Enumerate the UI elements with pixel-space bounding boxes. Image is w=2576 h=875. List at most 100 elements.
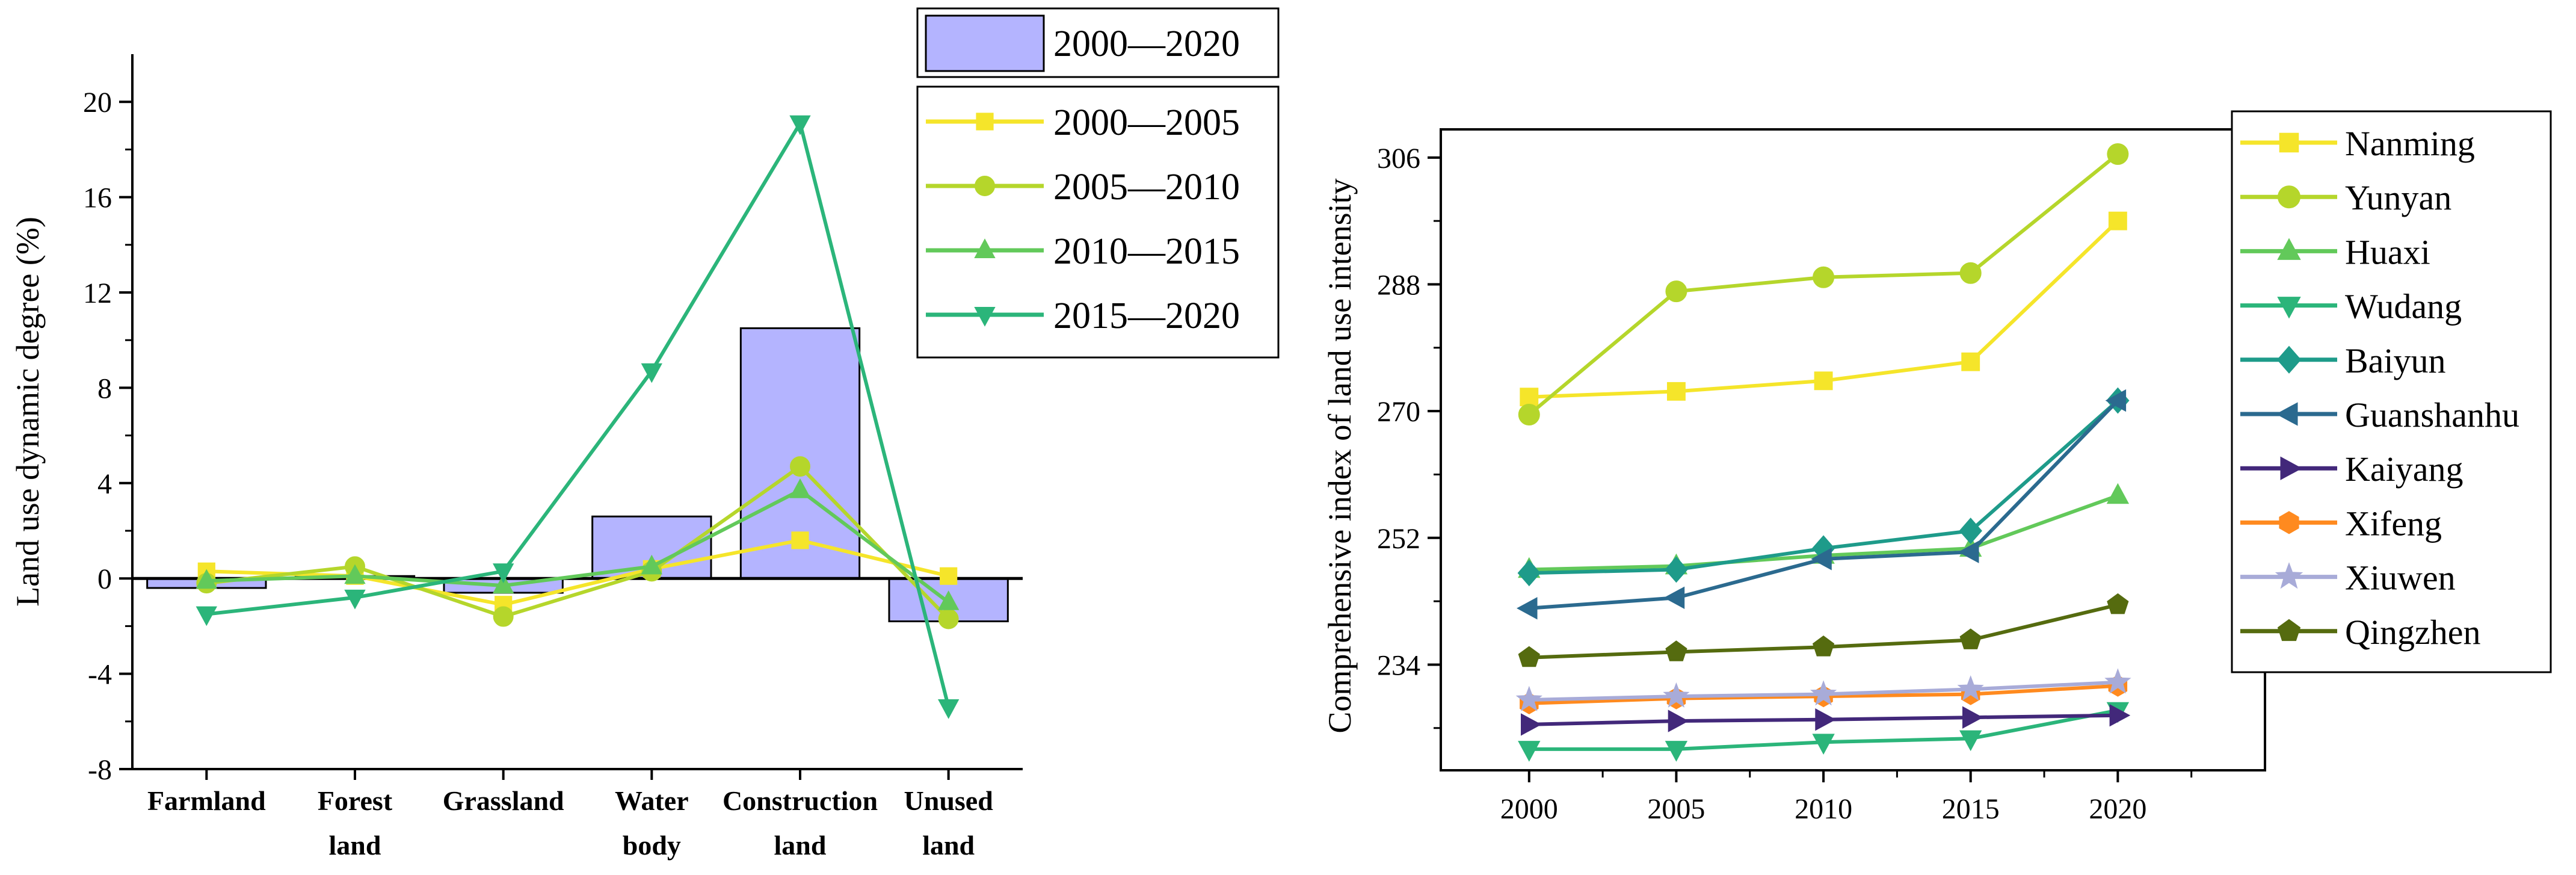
point-2000-2005-unused-land [940,567,958,585]
point-guanshanhu-2005 [1663,586,1685,609]
legend-label-2010-2015: 2010—2015 [1053,231,1240,272]
legend-label-2000-2005: 2000—2005 [1053,102,1240,143]
point-xiuwen-2010 [1810,680,1837,706]
point-xiuwen-2020 [2104,668,2131,694]
point-2015-2020-forest-land [344,589,366,610]
point-2010-2015-construction-land [789,478,811,498]
x-tick-label: Water [615,785,689,816]
legend-marker-2005-2010 [975,176,995,196]
legend-label-xifeng: Xifeng [2345,504,2442,543]
y-tick-label: 234 [1377,649,1420,681]
point-wudang-2010 [1812,734,1835,755]
x-tick-label: 2005 [1647,793,1705,825]
point-guanshanhu-2010 [1811,548,1832,570]
point-kaiyang-2010 [1815,708,1836,731]
plot-frame [1440,128,2266,771]
y-tick-label: 288 [1377,269,1420,301]
x-tick-label: 2020 [2089,793,2146,825]
x-tick-label: 2010 [1795,793,1852,825]
legend-marker-2000-2005 [976,113,994,131]
point-yunyan-2010 [1813,266,1835,288]
legend-marker-huaxi [2277,238,2301,260]
y-tick-label: 20 [83,87,112,119]
point-yunyan-2000 [1518,403,1540,425]
point-2015-2020-water-body [641,363,662,383]
series-line-guanshanhu [1529,399,2119,610]
x-tick-label: Forest [318,785,393,816]
legend-marker-2010-2015 [974,238,996,258]
point-guanshanhu-2020 [2105,389,2127,412]
series-line-2010-2015 [206,488,950,604]
point-2010-2015-grassland [493,574,514,594]
point-wudang-2005 [1665,741,1688,762]
legend-marker-baiyun [2276,345,2302,374]
x-tick-label: Construction [723,785,878,816]
point-wudang-2000 [1518,741,1541,762]
point-2005-2010-construction-land [790,456,810,477]
point-qingzhen-2015 [1959,628,1982,649]
point-2010-2015-forest-land [344,564,366,584]
x-tick-label: land [329,830,381,861]
series-line-nanming [1529,219,2119,399]
point-kaiyang-2000 [1521,713,1542,736]
point-2015-2020-grassland [493,563,514,584]
legend-marker-kaiyang [2280,456,2302,480]
y-axis-label: Comprehensive index of land use intensit… [1322,178,1358,733]
x-tick-label: 2000 [1500,793,1558,825]
legend-label-xiuwen: Xiuwen [2345,558,2456,598]
x-tick-label: 2015 [1942,793,2000,825]
legend-bar-label: 2000—2020 [1053,23,1240,64]
left-chart-dynamic-degree: 20 16 12 8 4 0 -4 -8 Farmland Forest land Grassland… [10,7,1280,861]
point-qingzhen-2010 [1812,635,1835,657]
y-tick-label: -8 [88,754,112,786]
legend-label-nanming: Nanming [2345,124,2475,163]
legend-marker-qingzhen [2277,619,2301,642]
legend-label-kaiyang: Kaiyang [2345,450,2464,489]
y-axis-label: Land use dynamic degree (%) [10,217,46,607]
point-guanshanhu-2000 [1516,597,1538,620]
legend-label-wudang: Wudang [2345,287,2462,326]
series-line-2015-2020 [206,119,951,708]
point-kaiyang-2015 [1962,706,1983,729]
legend-label-guanshanhu: Guanshanhu [2345,395,2519,434]
y-tick-label: 16 [83,182,112,214]
x-tick-label: land [922,830,975,861]
point-2015-2020-construction-land [789,115,811,135]
point-kaiyang-2005 [1668,710,1689,732]
y-tick-label: 270 [1377,396,1420,428]
point-nanming-2020 [2108,211,2127,230]
point-qingzhen-2000 [1518,646,1540,667]
y-tick-label: 0 [97,563,112,595]
point-2000-2005-construction-land [791,531,809,549]
legend-bar-swatch [925,14,1045,72]
legend-marker-nanming [2279,132,2299,153]
x-tick-label: Farmland [147,785,266,816]
point-2015-2020-farmland [196,606,217,626]
legend-label-baiyun: Baiyun [2345,341,2446,380]
point-baiyun-2015 [1959,518,1982,545]
point-qingzhen-2005 [1665,640,1687,661]
y-tick-label: 306 [1377,143,1420,175]
point-baiyun-2000 [1517,560,1541,587]
point-xiuwen-2000 [1515,685,1542,711]
point-kaiyang-2020 [2109,704,2131,727]
legend-marker-yunyan [2278,185,2300,209]
legend-marker-guanshanhu [2276,402,2298,426]
point-2015-2020-unused-land [938,699,960,719]
point-xiuwen-2015 [1957,675,1984,701]
y-tick-label: 12 [83,277,112,309]
point-baiyun-2005 [1665,556,1688,583]
y-tick-label: 252 [1377,523,1420,555]
point-2005-2010-unused-land [938,608,959,629]
point-yunyan-2015 [1959,262,1982,284]
point-yunyan-2005 [1665,280,1687,303]
point-2010-2015-unused-land [938,590,960,610]
legend-label-huaxi: Huaxi [2345,232,2430,271]
point-nanming-2010 [1814,371,1833,391]
series-line-2005-2010 [206,464,950,620]
legend-marker-xifeng [2279,511,2299,534]
point-nanming-2000 [1520,388,1539,407]
legend-marker-wudang [2277,297,2301,319]
legend-label-yunyan: Yunyan [2345,178,2451,217]
